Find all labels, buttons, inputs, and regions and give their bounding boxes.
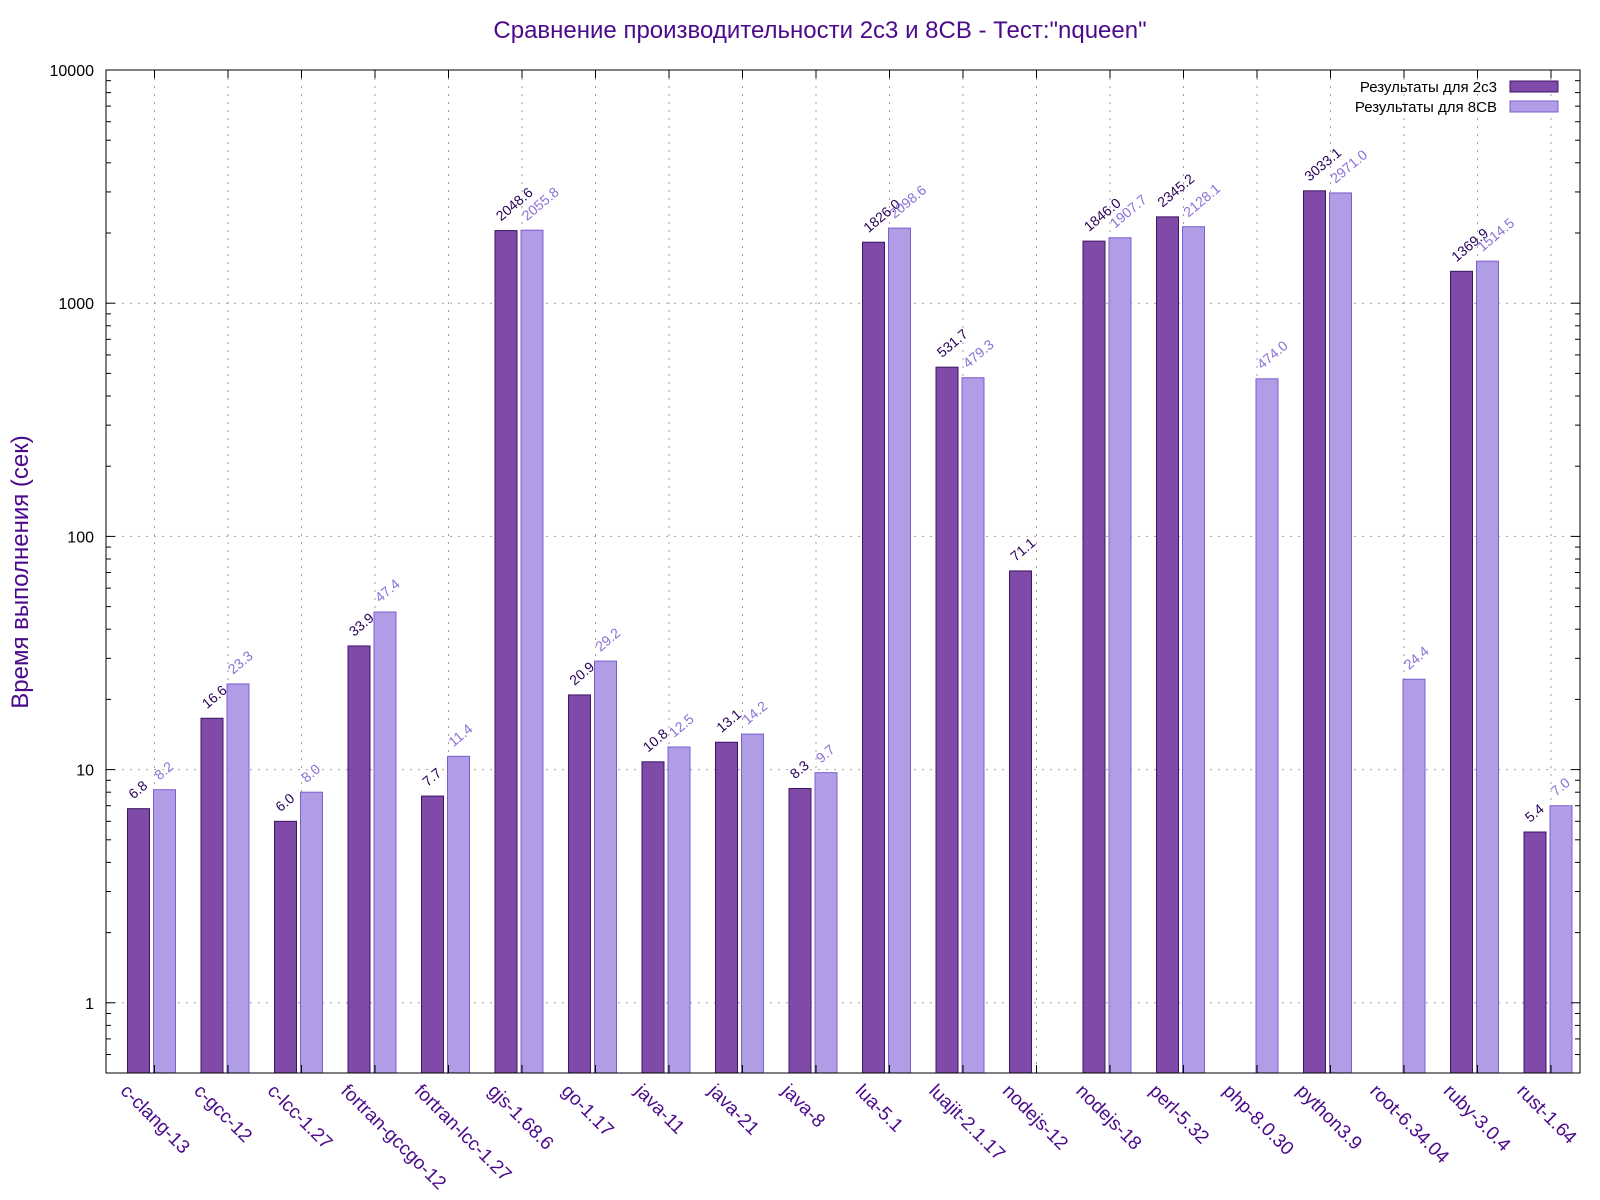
x-tick-label: gjs-1.68.6: [483, 1081, 557, 1155]
x-tick-label: nodejs-12: [998, 1081, 1072, 1155]
bar-8cb-python3.9: [1329, 192, 1352, 1074]
x-tick-label: nodejs-18: [1071, 1081, 1145, 1155]
bar-8cb-fortran-lcc-1.27: [447, 755, 470, 1074]
value-label-8cb: 9.7: [813, 741, 838, 766]
bar-8cb-luajit-2.1.17: [961, 377, 985, 1074]
bar-2c3-lua-5.1: [862, 241, 885, 1074]
bar-8cb-java-21: [741, 733, 764, 1074]
value-label-8cb: 47.4: [372, 575, 403, 605]
x-tick-label: lua-5.1: [851, 1081, 907, 1137]
value-label-2c3: 8.3: [787, 757, 812, 782]
value-label-2c3: 71.1: [1007, 534, 1038, 564]
value-label-2c3: 7.7: [419, 764, 444, 789]
bar-8cb-c-clang-13: [153, 789, 176, 1074]
bar-2c3-nodejs-18: [1082, 240, 1106, 1074]
bar-2c3-java-11: [641, 761, 665, 1074]
value-label-8cb: 8.0: [298, 761, 323, 786]
bar-8cb-rust-1.64: [1549, 805, 1573, 1074]
bar-2c3-go-1.17: [568, 694, 591, 1074]
bar-8cb-nodejs-18: [1108, 237, 1132, 1074]
y-tick-label: 10000: [50, 63, 95, 80]
bar-8cb-lua-5.1: [888, 227, 911, 1074]
bar-2c3-c-gcc-12: [200, 717, 224, 1074]
value-label-8cb: 7.0: [1548, 774, 1573, 799]
value-label-8cb: 14.2: [739, 697, 770, 727]
bar-2c3-ruby-3.0.4: [1450, 270, 1473, 1074]
value-label-2c3: 33.9: [346, 609, 377, 639]
y-tick-label: 100: [67, 529, 94, 546]
bar-2c3-fortran-lcc-1.27: [421, 795, 444, 1074]
value-label-8cb: 11.4: [445, 720, 476, 749]
value-label-8cb: 29.2: [592, 624, 623, 654]
x-tick-label: c-clang-13: [116, 1081, 194, 1159]
bar-2c3-c-clang-13: [127, 808, 150, 1074]
x-tick-label: python3.9: [1292, 1081, 1366, 1155]
bar-8cb-gjs-1.68.6: [520, 229, 544, 1074]
bar-8cb-java-11: [667, 746, 691, 1074]
bar-2c3-python3.9: [1303, 190, 1326, 1074]
bar-8cb-go-1.17: [594, 660, 617, 1074]
x-tick-label: java-21: [703, 1080, 763, 1140]
legend-label-2c3: Результаты для 2с3: [1360, 79, 1497, 96]
bar-2c3-java-8: [788, 787, 812, 1074]
bar-2c3-c-lcc-1.27: [274, 820, 297, 1074]
value-label-8cb: 474.0: [1254, 337, 1291, 372]
x-tick-label: java-8: [777, 1080, 829, 1132]
bar-2c3-fortran-gccgo-12: [347, 645, 371, 1074]
bar-8cb-php-8.0.30: [1255, 378, 1279, 1074]
x-tick-label: c-lcc-1.27: [263, 1081, 336, 1154]
value-labels: 6.88.216.623.36.08.033.947.47.711.42048.…: [125, 144, 1573, 825]
value-label-2c3: 6.0: [272, 790, 297, 815]
plot-frame: [105, 69, 1581, 1074]
bar-2c3-gjs-1.68.6: [494, 230, 518, 1074]
y-tick-label: 1000: [58, 296, 94, 313]
bar-2c3-nodejs-12: [1009, 570, 1032, 1074]
x-tick-label: c-gcc-12: [189, 1081, 255, 1147]
chart-title: Сравнение производительности 2с3 и 8СВ -…: [493, 17, 1146, 44]
value-label-8cb: 8.2: [151, 758, 176, 783]
value-label-2c3: 16.6: [199, 682, 230, 712]
bar-2c3-perl-5.32: [1156, 216, 1179, 1074]
x-tick-label: java-11: [630, 1080, 689, 1139]
bar-8cb-c-lcc-1.27: [300, 791, 323, 1074]
x-tick-label: go-1.17: [557, 1081, 617, 1141]
grid-layer: [106, 70, 1580, 1073]
value-label-8cb: 12.5: [666, 710, 697, 740]
y-tick-label: 1: [85, 996, 94, 1013]
bar-2c3-java-21: [715, 741, 738, 1074]
bar-2c3-luajit-2.1.17: [935, 366, 959, 1074]
bar-8cb-root-6.34.04: [1402, 678, 1426, 1074]
bar-2c3-rust-1.64: [1523, 831, 1547, 1074]
bars-layer: [127, 190, 1573, 1074]
bar-8cb-java-8: [814, 772, 838, 1074]
x-tick-label: ruby-3.0.4: [1439, 1081, 1515, 1157]
legend: Результаты для 2с3 Результаты для 8СВ: [1355, 79, 1559, 116]
legend-swatch-8cb: [1509, 100, 1559, 113]
x-tick-label: rust-1.64: [1512, 1081, 1580, 1149]
bar-8cb-perl-5.32: [1182, 226, 1205, 1074]
legend-swatch-2c3: [1509, 80, 1559, 93]
x-tick-label: php-8.0.30: [1218, 1081, 1297, 1160]
value-label-8cb: 23.3: [225, 647, 256, 677]
value-label-8cb: 24.4: [1401, 643, 1432, 673]
x-tick-label: perl-5.32: [1145, 1081, 1213, 1149]
x-tick-label: luajit-2.1.17: [924, 1081, 1008, 1165]
bar-8cb-fortran-gccgo-12: [373, 611, 397, 1074]
legend-label-8cb: Результаты для 8СВ: [1355, 99, 1497, 116]
bar-8cb-c-gcc-12: [226, 683, 250, 1074]
y-axis-label: Время выполнения (сек): [7, 435, 34, 708]
value-label-2c3: 6.8: [125, 777, 150, 802]
y-tick-label: 10: [76, 763, 94, 780]
value-label-2c3: 5.4: [1522, 800, 1547, 825]
value-label-2c3: 13.1: [713, 706, 744, 736]
value-label-2c3: 20.9: [566, 658, 597, 688]
bar-8cb-ruby-3.0.4: [1476, 260, 1499, 1074]
